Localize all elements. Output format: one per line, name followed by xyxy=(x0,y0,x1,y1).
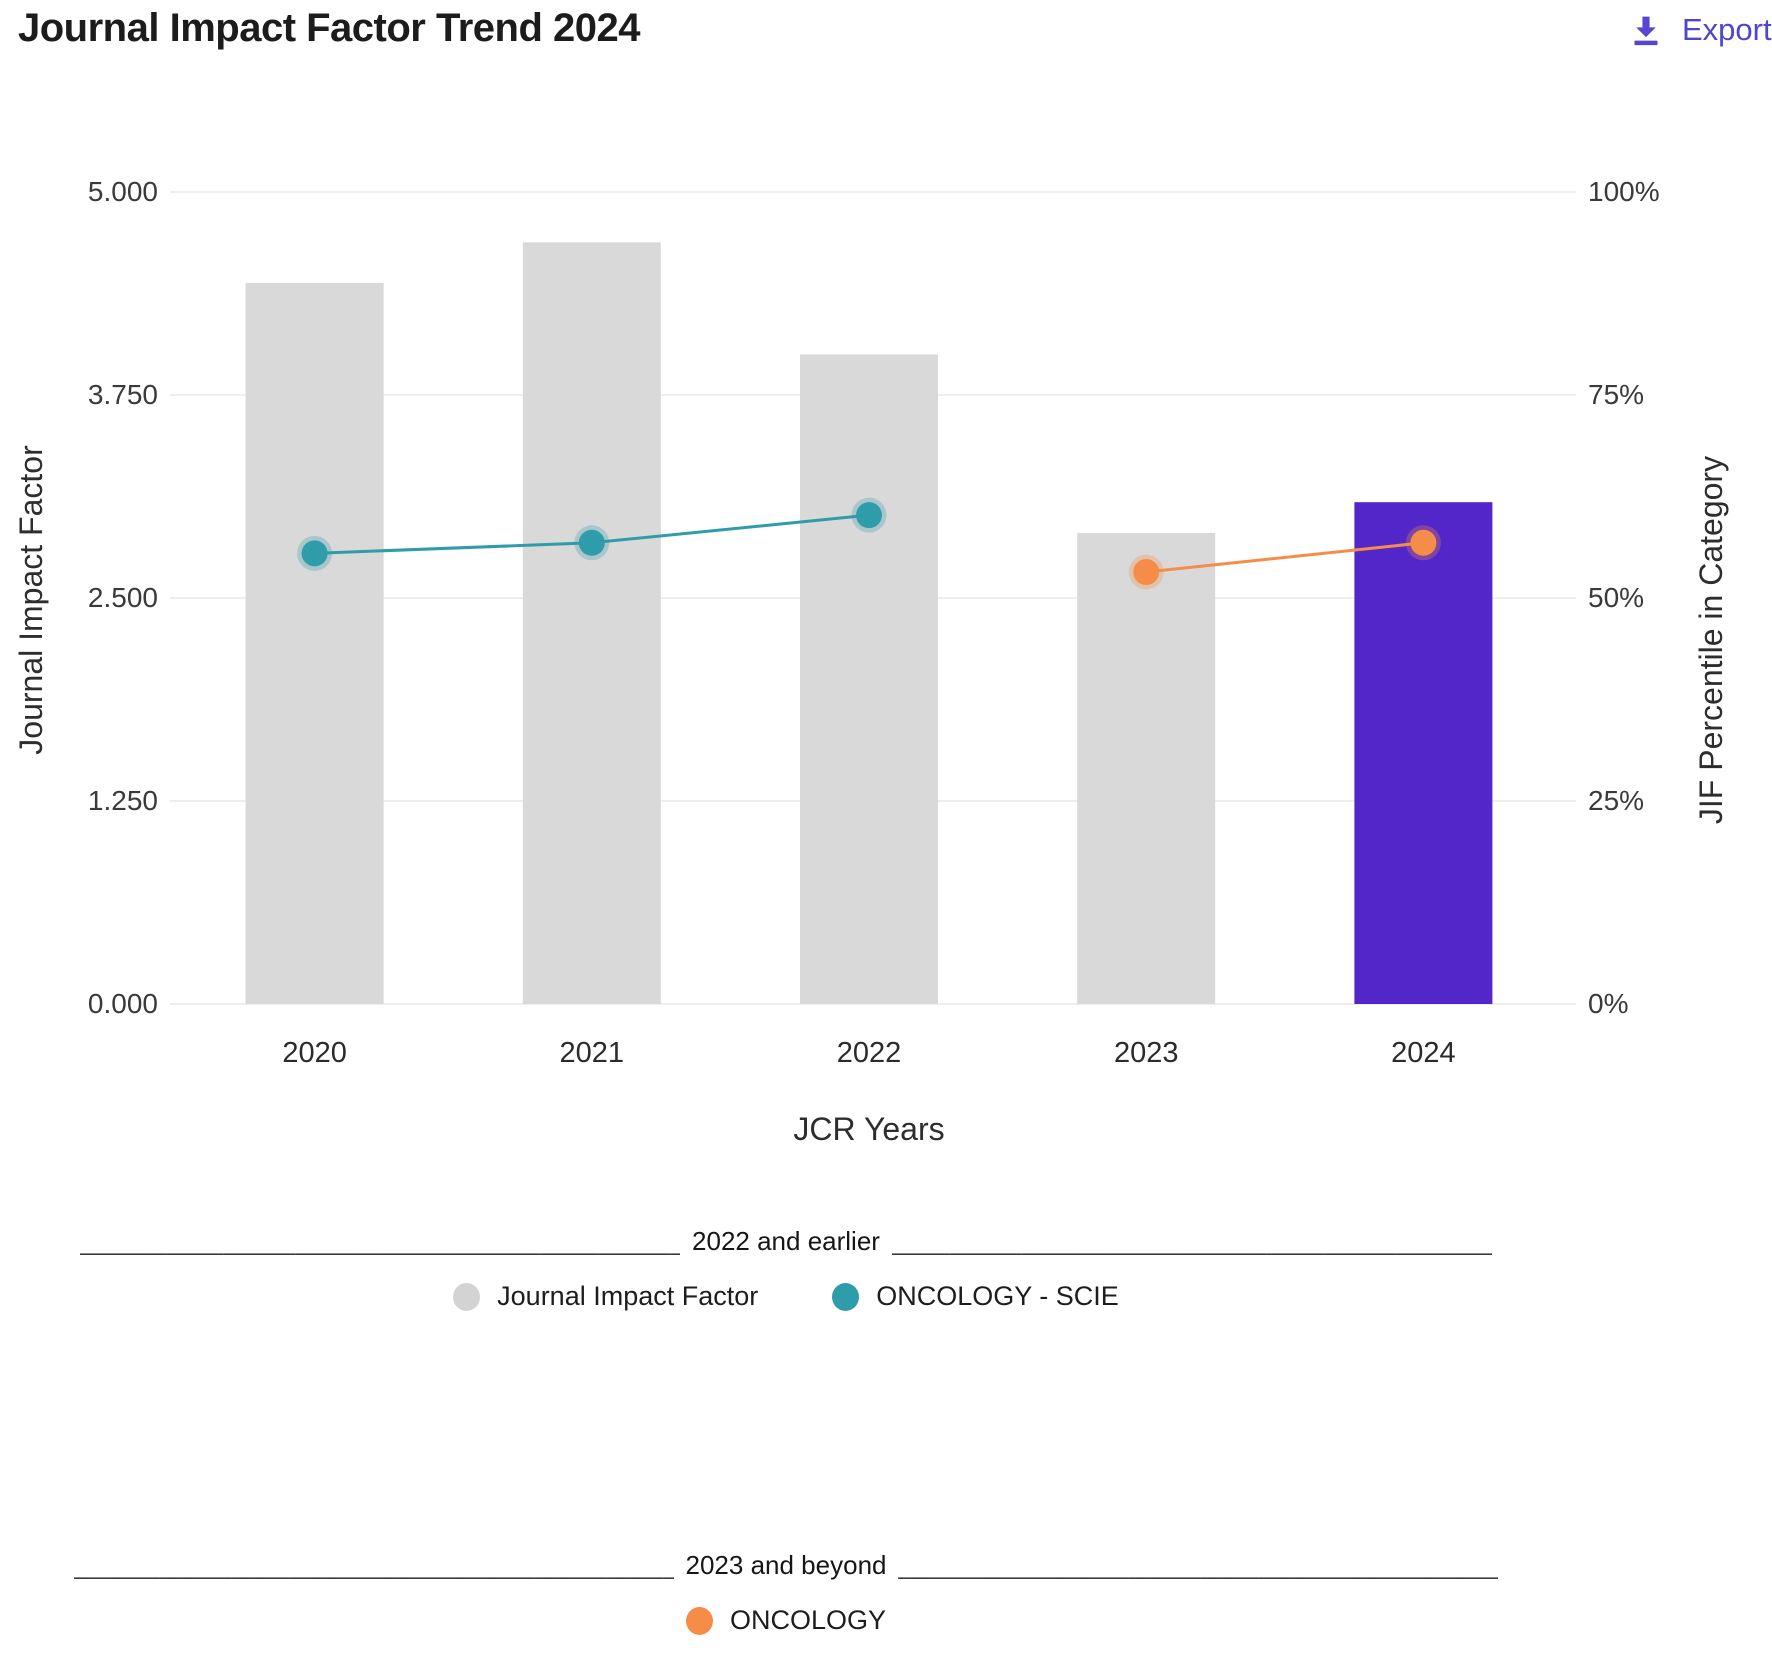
left-axis-tick-label: 0.000 xyxy=(88,988,158,1019)
left-axis-tick-label: 5.000 xyxy=(88,176,158,207)
right-axis-tick-label: 75% xyxy=(1588,379,1644,410)
legend-item-oncology-scie[interactable]: ONCOLOGY - SCIE xyxy=(832,1281,1119,1312)
chart-svg: 5.000 100% 3.750 75% 2.500 50% 1.250 25% 0.000 0%… xyxy=(13,176,1729,1147)
left-axis-title: Journal Impact Factor xyxy=(13,445,49,755)
legend-item-oncology[interactable]: ONCOLOGY xyxy=(685,1605,887,1636)
x-axis-tick-label: 2024 xyxy=(1391,1037,1456,1069)
legend-heading: 2023 and beyond xyxy=(685,1550,887,1580)
legend-item-journal-impact-factor[interactable]: Journal Impact Factor xyxy=(453,1281,758,1312)
data-point-2022[interactable] xyxy=(856,502,882,529)
left-axis-tick-label: 1.250 xyxy=(88,785,158,816)
lines-layer xyxy=(297,497,1441,590)
legend-rule-left: ________________________________________… xyxy=(80,1228,681,1256)
legend-heading: 2022 and earlier xyxy=(692,1226,880,1256)
x-axis-tick-label: 2021 xyxy=(560,1037,625,1069)
legend-rule-left: ________________________________________… xyxy=(73,1552,674,1580)
x-axis-title: JCR Years xyxy=(793,1111,944,1147)
export-button[interactable]: Export xyxy=(1630,12,1772,48)
axis-labels-layer: 5.000 100% 3.750 75% 2.500 50% 1.250 25% 0.000 0%… xyxy=(88,176,1660,1069)
export-label: Export xyxy=(1682,12,1772,47)
legend-heading-row: ________________________________________… xyxy=(56,1226,1516,1257)
legend-rule-right: ________________________________________… xyxy=(898,1552,1499,1580)
right-axis-title: JIF Percentile in Category xyxy=(1693,456,1729,824)
legend-dot-gray xyxy=(453,1282,481,1311)
right-axis-tick-label: 50% xyxy=(1588,582,1644,613)
legend-dot-orange xyxy=(685,1606,713,1635)
bar-2024[interactable] xyxy=(1354,502,1493,1004)
bar-2020[interactable] xyxy=(245,282,384,1005)
data-point-2020[interactable] xyxy=(301,540,328,567)
x-axis-tick-label: 2020 xyxy=(282,1037,347,1069)
bar-2023[interactable] xyxy=(1077,533,1216,1004)
data-point-2024[interactable] xyxy=(1410,529,1437,556)
bar-2022[interactable] xyxy=(800,354,938,1004)
left-axis-tick-label: 3.750 xyxy=(88,379,158,410)
legend-item-label: Journal Impact Factor xyxy=(497,1281,759,1311)
right-axis-tick-label: 25% xyxy=(1588,785,1644,816)
bars-layer xyxy=(245,242,1493,1005)
data-point-2021[interactable] xyxy=(578,529,605,556)
legend-items: Journal Impact Factor ONCOLOGY - SCIE xyxy=(56,1281,1516,1312)
left-axis-tick-label: 2.500 xyxy=(88,582,158,613)
x-axis-tick-label: 2023 xyxy=(1114,1037,1179,1069)
right-axis-tick-label: 100% xyxy=(1588,176,1660,207)
page-title: Journal Impact Factor Trend 2024 xyxy=(18,6,641,50)
bar-2021[interactable] xyxy=(522,242,661,1004)
legend-item-label: ONCOLOGY - SCIE xyxy=(876,1281,1119,1311)
x-axis-tick-label: 2022 xyxy=(837,1037,902,1069)
legend-section-2023-and-beyond: ________________________________________… xyxy=(56,1550,1516,1636)
line-oncology xyxy=(1146,541,1424,574)
legend-item-label: ONCOLOGY xyxy=(729,1605,887,1635)
legend-dot-teal xyxy=(832,1282,860,1311)
legend-items: ONCOLOGY xyxy=(56,1605,1516,1636)
right-axis-tick-label: 0% xyxy=(1588,988,1628,1019)
legend-section-2022-and-earlier: ________________________________________… xyxy=(56,1226,1516,1312)
download-icon xyxy=(1634,16,1658,46)
data-point-2023[interactable] xyxy=(1133,559,1160,586)
legend-rule-right: ________________________________________… xyxy=(891,1228,1492,1256)
legend-heading-row: ________________________________________… xyxy=(56,1550,1516,1581)
